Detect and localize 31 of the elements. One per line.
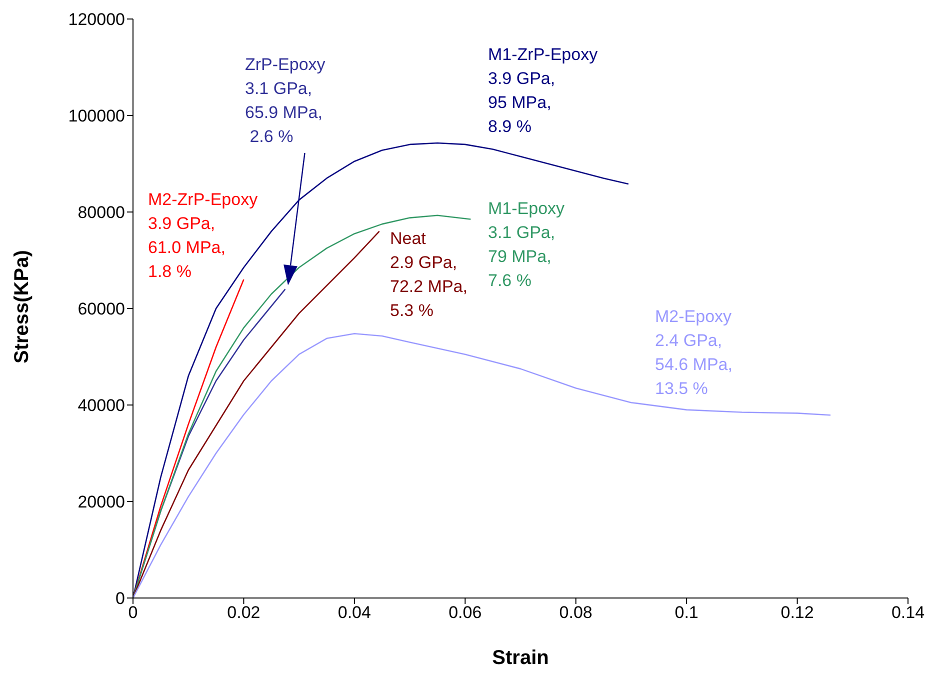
- text: M2-ZrP-Epoxy: [148, 189, 258, 211]
- y-axis-title: Stress(KPa): [11, 250, 34, 364]
- line-series: [133, 332, 832, 598]
- annotation: 3.1 GPa, 79 MPa, 7.6 %: [488, 222, 556, 292]
- annotation: 2.4 GPa, 54.6 MPa, 13.5 %: [655, 330, 732, 400]
- y-tick-label: 40000: [78, 396, 125, 416]
- x-tick-label: 0.14: [891, 603, 925, 622]
- y-tick-label: 20000: [78, 492, 125, 512]
- series-label: M1-Epoxy: [488, 198, 565, 220]
- y-tick-label: 0: [116, 589, 125, 608]
- y-tick-label: 80000: [78, 203, 125, 222]
- x-tick-label: 0.12: [780, 603, 814, 622]
- x-tick-label: 0.1: [674, 603, 698, 622]
- annotation: 3.9 GPa, 95 MPa, 8.9 %: [488, 68, 556, 138]
- text: M2-Epoxy: [655, 306, 732, 328]
- x-tick-label: 0.06: [448, 603, 482, 622]
- text: M1-ZrP-Epoxy: [488, 44, 598, 66]
- x-tick-label: 0: [128, 603, 138, 622]
- series-label: Neat: [390, 228, 427, 250]
- x-tick-label: 0.08: [559, 603, 592, 622]
- text: ZrP-Epoxy: [245, 54, 326, 76]
- y-tick-label: 60000: [78, 300, 125, 319]
- y-tick-label: 120000: [68, 10, 125, 30]
- line-series: [133, 230, 380, 598]
- x-tick-label: 0.02: [227, 603, 260, 622]
- y-tick-label: 100000: [68, 106, 125, 126]
- annotation: 3.9 GPa, 61.0 MPa, 1.8 %: [148, 213, 226, 283]
- x-axis-title: Strain: [492, 647, 549, 669]
- annotation: 2.9 GPa, 72.2 MPa, 5.3 %: [390, 252, 468, 322]
- x-tick-label: 0.04: [338, 603, 371, 622]
- annotation: 3.1 GPa, 65.9 MPa, 2.6 %: [245, 78, 324, 148]
